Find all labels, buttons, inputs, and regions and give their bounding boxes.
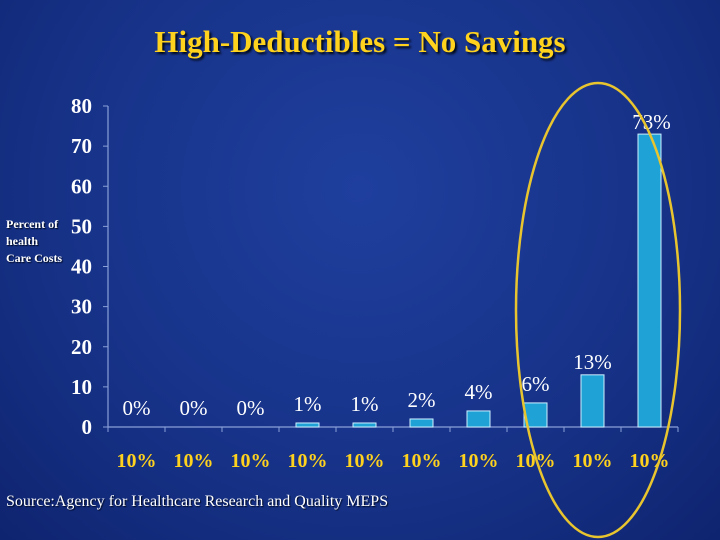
source-note: Source:Agency for Healthcare Research an… bbox=[6, 493, 389, 510]
x-tick-label: 10% bbox=[288, 450, 328, 472]
bar bbox=[409, 418, 434, 428]
data-label: 4% bbox=[465, 380, 493, 404]
bar bbox=[580, 374, 605, 428]
bar bbox=[352, 422, 377, 428]
data-label: 2% bbox=[408, 388, 436, 412]
x-tick-label: 10% bbox=[402, 450, 442, 472]
x-tick-label: 10% bbox=[174, 450, 214, 472]
data-label: 1% bbox=[351, 392, 379, 416]
x-tick-label: 10% bbox=[231, 450, 271, 472]
x-tick-label: 10% bbox=[117, 450, 157, 472]
x-tick-label: 10% bbox=[345, 450, 385, 472]
data-label: 13% bbox=[573, 350, 612, 374]
bar bbox=[637, 133, 662, 428]
x-tick-label: 10% bbox=[630, 450, 670, 472]
y-axis-label: Percent of health Care Costs bbox=[6, 217, 63, 265]
y-tick-label: 50 bbox=[71, 214, 92, 238]
bar bbox=[523, 402, 548, 428]
data-label: 6% bbox=[522, 372, 550, 396]
y-tick-label: 60 bbox=[71, 174, 92, 198]
data-label: 1% bbox=[294, 392, 322, 416]
y-tick-label: 40 bbox=[71, 255, 92, 279]
y-tick-label: 10 bbox=[71, 375, 92, 399]
y-tick-label: 20 bbox=[71, 335, 92, 359]
x-tick-label: 10% bbox=[459, 450, 499, 472]
data-label: 0% bbox=[123, 396, 151, 420]
bar bbox=[295, 422, 320, 428]
chart-title: High-Deductibles = No Savings bbox=[154, 24, 566, 59]
data-label: 0% bbox=[237, 396, 265, 420]
y-tick-label: 80 bbox=[71, 94, 92, 118]
highlight-oval bbox=[514, 81, 682, 539]
x-tick-label: 10% bbox=[573, 450, 613, 472]
bar bbox=[466, 410, 491, 428]
y-tick-label: 70 bbox=[71, 134, 92, 158]
y-tick-label: 30 bbox=[71, 295, 92, 319]
data-label: 0% bbox=[180, 396, 208, 420]
y-tick-label: 0 bbox=[82, 415, 93, 439]
